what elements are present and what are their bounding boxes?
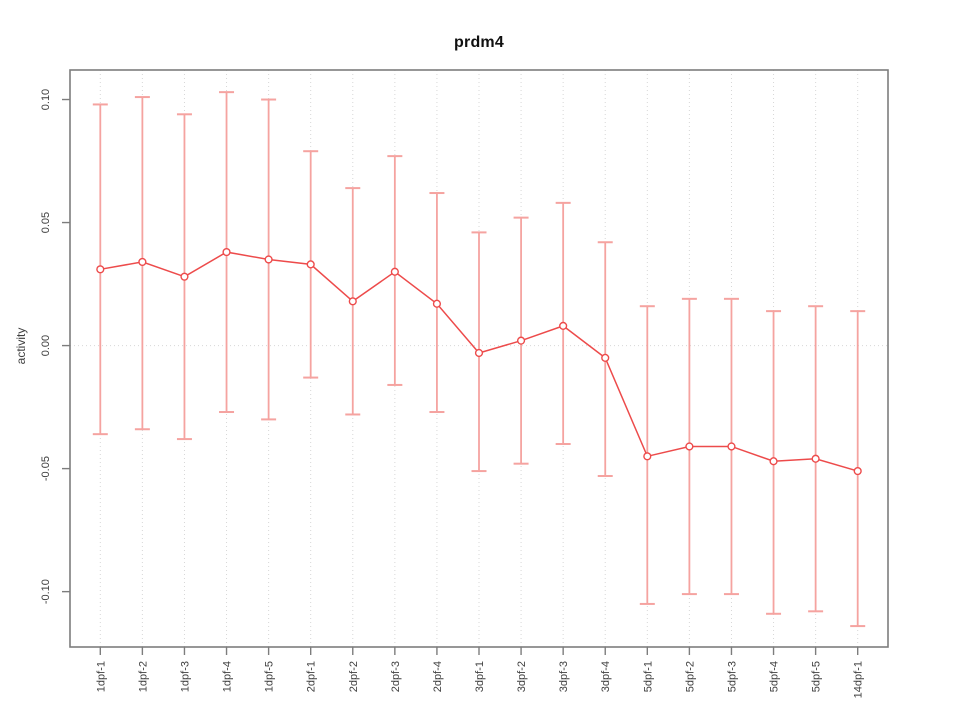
y-tick-label: -0.05 <box>40 456 52 481</box>
x-tick-label: 1dpf-5 <box>264 661 276 692</box>
data-point-marker <box>559 321 568 330</box>
x-tick-label: 5dpf-2 <box>684 661 696 692</box>
data-point-marker <box>264 255 273 264</box>
y-tick-label: 0.10 <box>40 89 52 110</box>
x-tick-label: 5dpf-3 <box>726 661 738 692</box>
y-tick-label: -0.10 <box>40 579 52 604</box>
x-tick-label: 5dpf-5 <box>811 661 823 692</box>
data-point-marker <box>96 265 105 274</box>
data-point-marker <box>811 454 820 463</box>
x-tick-label: 14dpf-1 <box>853 661 865 698</box>
data-point-marker <box>516 336 526 345</box>
data-point-marker <box>180 272 189 281</box>
x-tick-label: 1dpf-2 <box>137 661 149 692</box>
x-tick-label: 2dpf-4 <box>432 661 444 692</box>
data-point-marker <box>222 247 231 257</box>
chart-title: prdm4 <box>454 34 504 51</box>
data-point-marker <box>685 442 694 451</box>
y-tick-label: 0.05 <box>40 212 52 233</box>
data-point-marker <box>769 457 778 466</box>
x-tick-label: 2dpf-2 <box>348 661 360 692</box>
y-tick-label: 0.00 <box>40 335 52 356</box>
x-tick-label: 2dpf-1 <box>306 661 318 692</box>
data-point-marker <box>727 442 736 451</box>
data-point-marker <box>643 452 652 461</box>
x-tick-label: 1dpf-4 <box>222 661 234 692</box>
data-point-marker <box>432 299 442 308</box>
data-point-marker <box>306 260 315 269</box>
data-point-marker <box>348 297 357 306</box>
data-point-marker <box>853 466 862 476</box>
x-tick-label: 3dpf-4 <box>600 661 612 692</box>
x-tick-label: 3dpf-1 <box>474 661 486 692</box>
x-tick-label: 2dpf-3 <box>390 661 402 692</box>
x-tick-label: 1dpf-1 <box>95 661 107 692</box>
x-tick-label: 5dpf-4 <box>769 661 781 692</box>
x-tick-label: 5dpf-1 <box>642 661 654 692</box>
x-tick-label: 1dpf-3 <box>179 661 191 692</box>
data-point-marker <box>390 267 399 276</box>
x-tick-label: 3dpf-3 <box>558 661 570 692</box>
data-point-marker <box>138 257 147 267</box>
data-point-marker <box>474 348 484 358</box>
data-point-marker <box>601 353 610 362</box>
x-tick-label: 3dpf-2 <box>516 661 528 692</box>
